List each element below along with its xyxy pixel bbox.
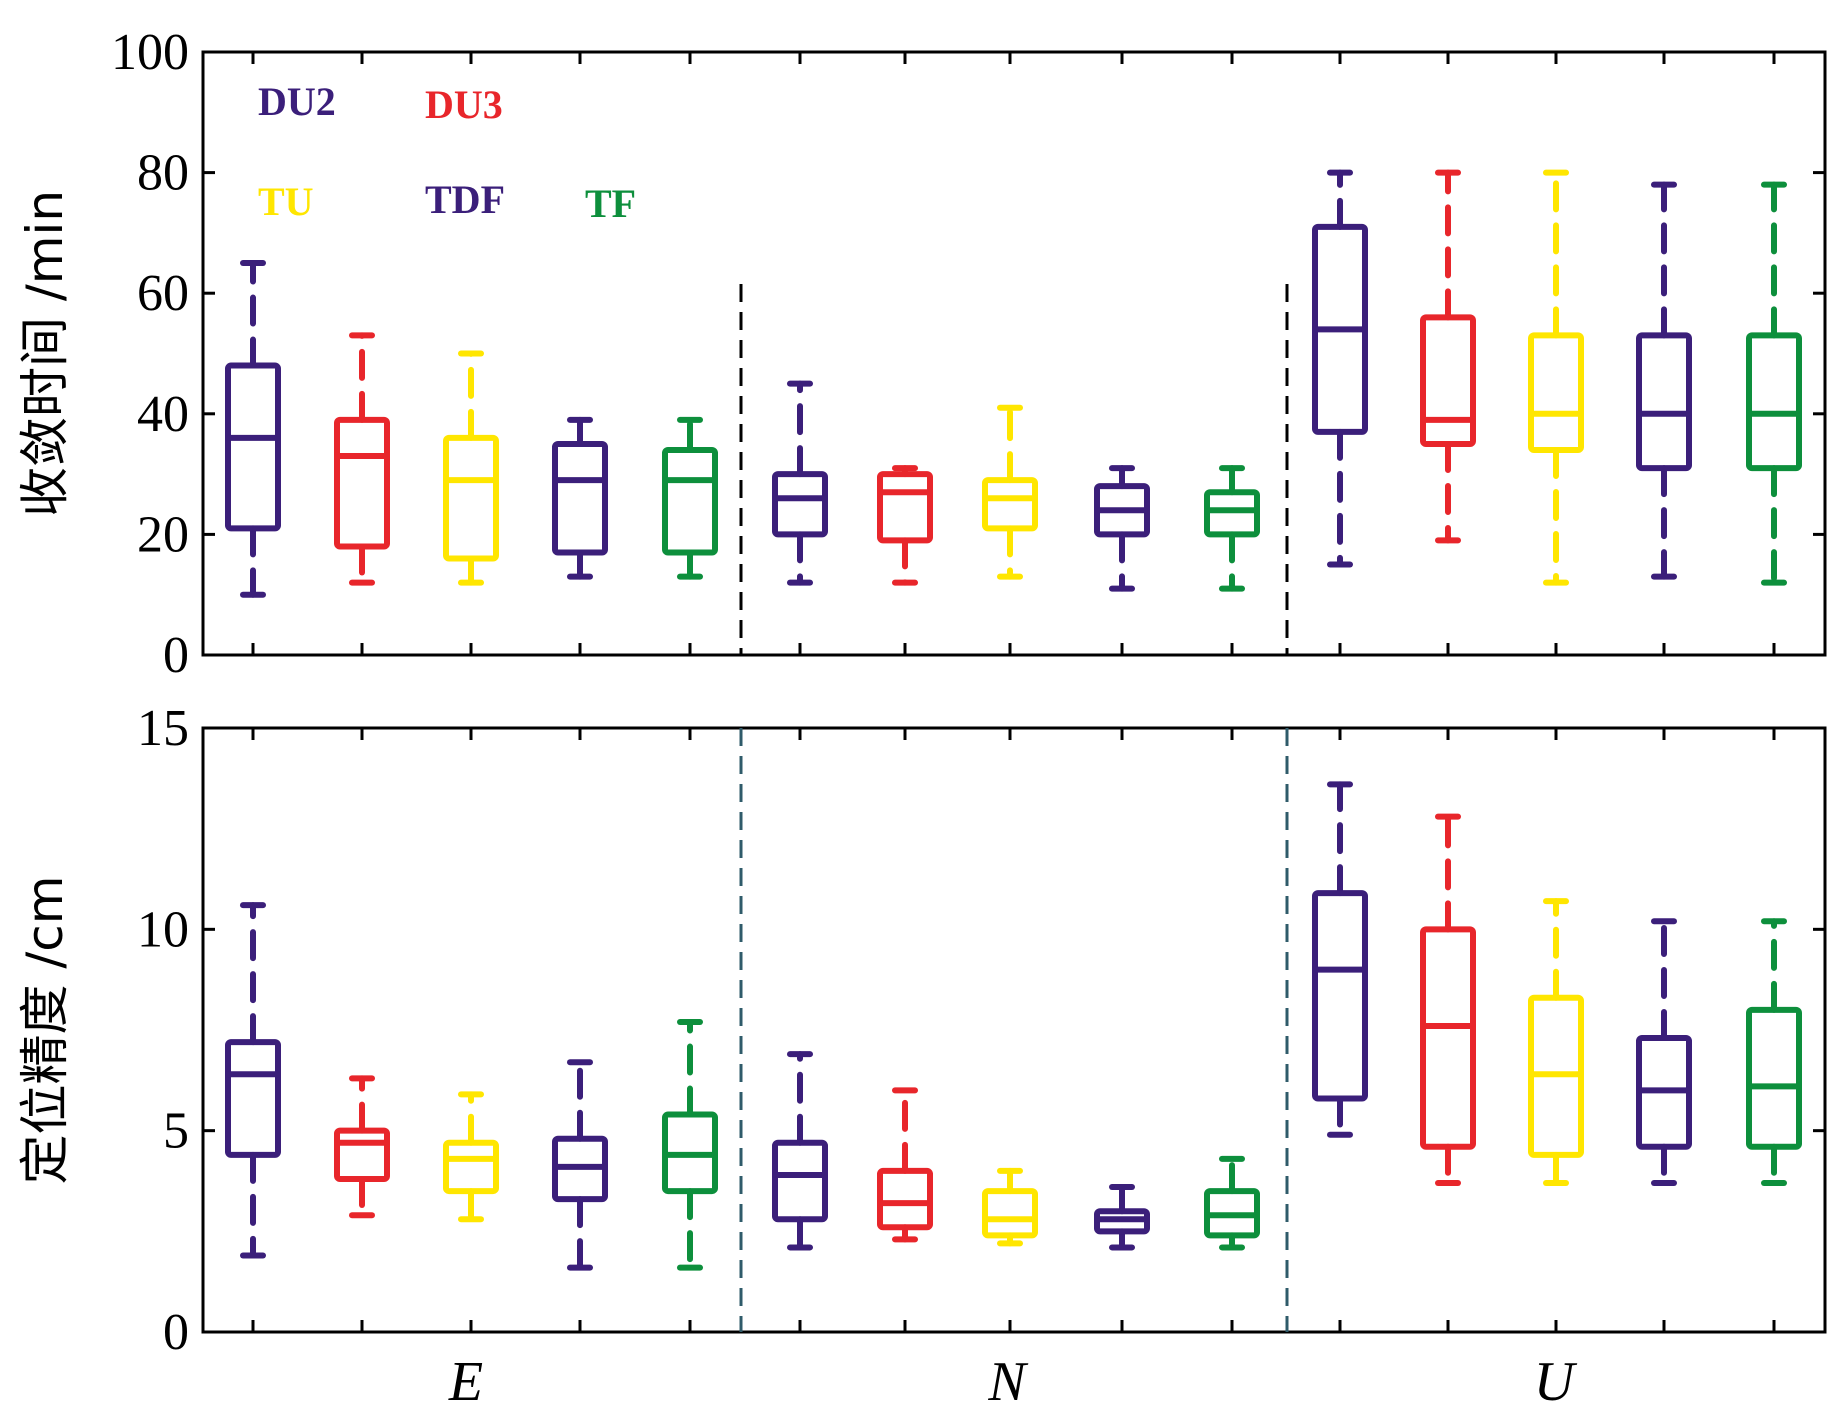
- positioning-accuracy-ticks: 0 5 10 15: [137, 700, 1825, 1361]
- y-tick-label: 20: [137, 506, 189, 563]
- box-u-du3: [1420, 169, 1476, 544]
- box-iqr: [662, 446, 718, 556]
- box-e-du2: [225, 902, 281, 1259]
- box-n-du2: [772, 380, 828, 586]
- y-tick-label: 10: [137, 901, 189, 958]
- box-iqr: [1420, 314, 1476, 447]
- box-n-tdf: [1094, 1184, 1150, 1251]
- box-iqr: [334, 1127, 390, 1182]
- convergence-time-plot-frame: [201, 50, 1827, 657]
- box-iqr: [877, 471, 933, 544]
- box-iqr: [982, 1188, 1038, 1239]
- box-e-tf: [662, 1018, 718, 1271]
- box-iqr: [552, 440, 608, 556]
- box-u-du3: [1420, 813, 1476, 1187]
- box-e-tu: [443, 350, 499, 586]
- positioning-accuracy-ylabel: 定位精度 /cm: [16, 876, 74, 1185]
- y-tick-label: 40: [137, 386, 189, 443]
- box-n-tu: [982, 1167, 1038, 1247]
- positioning-accuracy-panel: 0 5 10 15 定位精度 /cm: [16, 700, 1827, 1361]
- box-iqr: [443, 1139, 499, 1195]
- y-tick-label: 60: [137, 265, 189, 322]
- y-tick-label: 15: [137, 700, 189, 757]
- category-label-n: N: [987, 1351, 1028, 1413]
- y-tick-label: 80: [137, 145, 189, 202]
- box-n-du3: [877, 465, 933, 586]
- box-e-du3: [334, 1075, 390, 1219]
- box-n-tf: [1204, 465, 1260, 592]
- box-iqr: [1312, 890, 1368, 1102]
- legend: DU2 DU3 TU TDF TF: [258, 79, 636, 226]
- box-iqr: [1636, 332, 1692, 472]
- box-iqr: [225, 1039, 281, 1158]
- box-iqr: [1746, 332, 1802, 472]
- box-n-du2: [772, 1051, 828, 1251]
- convergence-time-ticks: 0 20 40 60 80 100: [111, 24, 1825, 684]
- box-u-tdf: [1636, 181, 1692, 580]
- box-iqr: [225, 362, 281, 532]
- box-n-tf: [1204, 1155, 1260, 1251]
- category-label-e: E: [448, 1351, 483, 1413]
- y-tick-label: 0: [163, 627, 189, 684]
- category-labels: E N U: [448, 1351, 1578, 1413]
- box-e-du2: [225, 260, 281, 598]
- box-iqr: [1746, 1006, 1802, 1150]
- box-u-du2: [1312, 169, 1368, 568]
- box-u-tu: [1528, 169, 1584, 586]
- box-iqr: [1528, 332, 1584, 453]
- convergence-time-ylabel: 收敛时间 /min: [16, 190, 74, 517]
- positioning-accuracy-plot-frame: [201, 726, 1827, 1334]
- box-e-du3: [334, 332, 390, 586]
- box-n-tdf: [1094, 465, 1150, 592]
- convergence-time-boxes: [225, 169, 1802, 598]
- y-tick-label: 100: [111, 24, 189, 81]
- box-iqr: [443, 434, 499, 562]
- category-label-u: U: [1534, 1351, 1578, 1413]
- legend-du2: DU2: [258, 79, 336, 124]
- box-n-tu: [982, 404, 1038, 580]
- box-iqr: [772, 1139, 828, 1223]
- box-n-du3: [877, 1087, 933, 1243]
- legend-du3: DU3: [425, 82, 503, 127]
- convergence-time-panel: 0 20 40 60 80 100 收敛时间 /min: [16, 24, 1827, 684]
- y-tick-label: 5: [163, 1103, 189, 1160]
- box-e-tdf: [552, 1059, 608, 1271]
- legend-tu: TU: [258, 179, 314, 224]
- box-iqr: [1420, 926, 1476, 1150]
- box-iqr: [772, 471, 828, 538]
- positioning-accuracy-boxes: [225, 781, 1802, 1271]
- box-u-tdf: [1636, 918, 1692, 1187]
- legend-tdf: TDF: [425, 177, 505, 222]
- box-u-tu: [1528, 898, 1584, 1187]
- box-iqr: [982, 477, 1038, 532]
- box-u-tf: [1746, 181, 1802, 586]
- box-e-tu: [443, 1091, 499, 1223]
- box-u-du2: [1312, 781, 1368, 1138]
- box-iqr: [1204, 489, 1260, 538]
- y-tick-label: 0: [163, 1304, 189, 1361]
- box-iqr: [877, 1167, 933, 1231]
- box-iqr: [334, 416, 390, 550]
- box-e-tdf: [552, 416, 608, 580]
- box-u-tf: [1746, 918, 1802, 1187]
- legend-tf: TF: [585, 181, 636, 226]
- box-e-tf: [662, 416, 718, 580]
